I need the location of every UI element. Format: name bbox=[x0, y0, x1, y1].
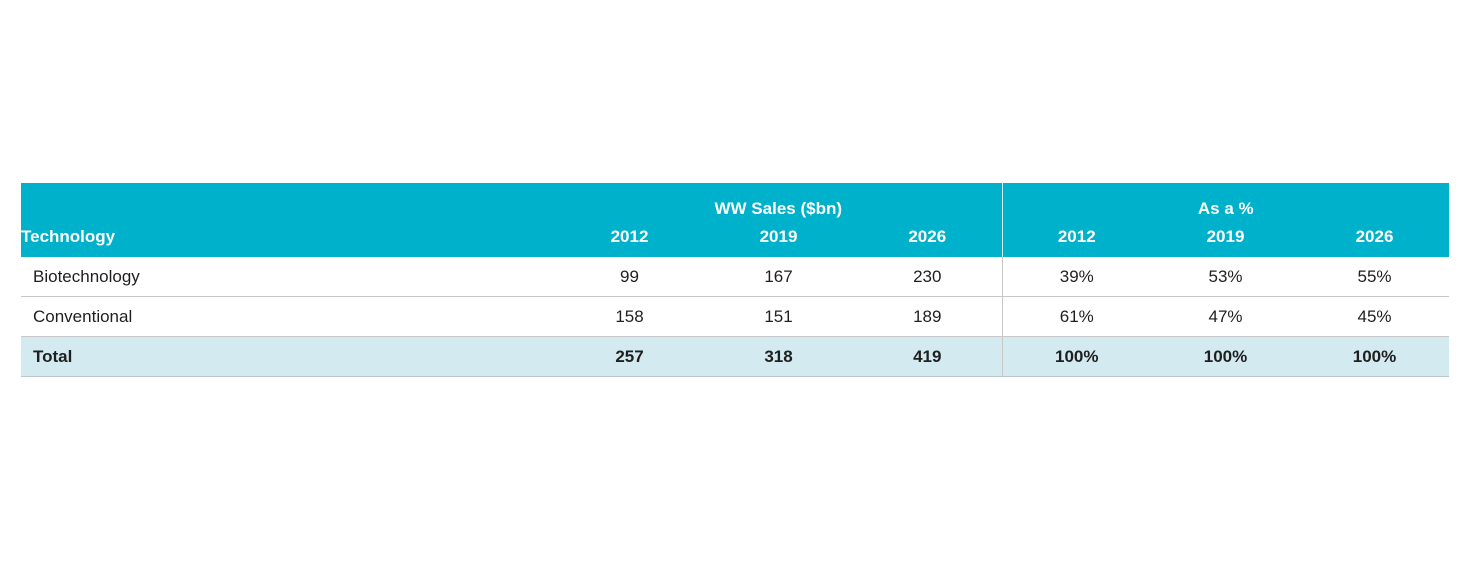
sales-2012-value: 158 bbox=[555, 296, 704, 337]
pct-2019-value: 100% bbox=[1151, 336, 1300, 377]
pct-2019-value: 47% bbox=[1151, 296, 1300, 337]
sales-2019-value: 151 bbox=[704, 296, 853, 337]
table-row-total: Total 257 318 419 100% 100% 100% bbox=[21, 336, 1449, 377]
pct-2012-value: 61% bbox=[1001, 296, 1151, 337]
sales-2012-value: 99 bbox=[555, 257, 704, 297]
sales-table: WW Sales ($bn) As a % Technology 2012 20… bbox=[21, 183, 1449, 377]
pct-2026-value: 45% bbox=[1300, 296, 1449, 337]
header-blank-cell bbox=[21, 183, 555, 221]
pct-2012-value: 39% bbox=[1001, 257, 1151, 297]
header-sales-year-2026: 2026 bbox=[853, 221, 1002, 257]
row-technology-label: Conventional bbox=[21, 296, 555, 337]
table-row-conventional: Conventional 158 151 189 61% 47% 45% bbox=[21, 296, 1449, 337]
pct-2019-value: 53% bbox=[1151, 257, 1300, 297]
header-technology: Technology bbox=[21, 221, 555, 257]
header-sales-year-2012: 2012 bbox=[555, 221, 704, 257]
sales-2026-value: 189 bbox=[853, 296, 1002, 337]
header-year-row: Technology 2012 2019 2026 2012 2019 2026 bbox=[21, 221, 1449, 257]
sales-2012-value: 257 bbox=[555, 336, 704, 377]
table-row-biotechnology: Biotechnology 99 167 230 39% 53% 55% bbox=[21, 257, 1449, 297]
pct-2026-value: 100% bbox=[1300, 336, 1449, 377]
sales-2026-value: 230 bbox=[853, 257, 1002, 297]
header-group-row: WW Sales ($bn) As a % bbox=[21, 183, 1449, 221]
row-technology-label: Total bbox=[21, 336, 555, 377]
header-sales-year-2019: 2019 bbox=[704, 221, 853, 257]
header-as-a-percent: As a % bbox=[1001, 183, 1449, 221]
header-pct-year-2019: 2019 bbox=[1151, 221, 1300, 257]
pct-2012-value: 100% bbox=[1001, 336, 1151, 377]
sales-table-container: WW Sales ($bn) As a % Technology 2012 20… bbox=[21, 183, 1449, 377]
sales-2019-value: 167 bbox=[704, 257, 853, 297]
header-pct-year-2026: 2026 bbox=[1300, 221, 1449, 257]
header-ww-sales: WW Sales ($bn) bbox=[555, 183, 1002, 221]
pct-2026-value: 55% bbox=[1300, 257, 1449, 297]
sales-2026-value: 419 bbox=[853, 336, 1002, 377]
sales-2019-value: 318 bbox=[704, 336, 853, 377]
header-pct-year-2012: 2012 bbox=[1001, 221, 1151, 257]
row-technology-label: Biotechnology bbox=[21, 257, 555, 297]
